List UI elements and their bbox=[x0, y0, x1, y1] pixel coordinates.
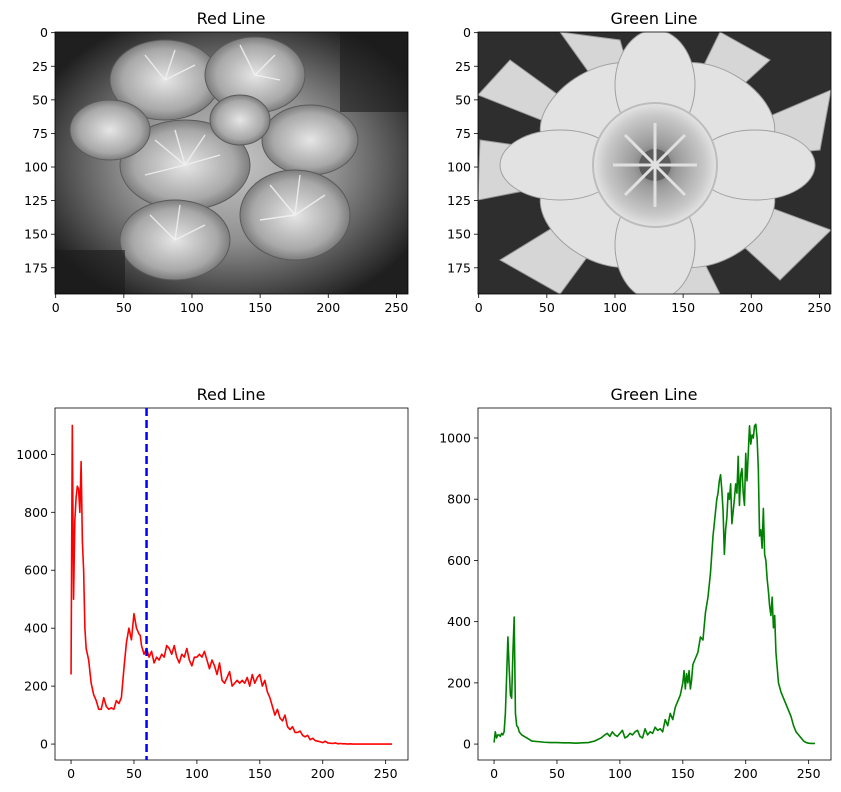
panel-4-series-line bbox=[493, 423, 815, 745]
panel-1-xtick-label: 250 bbox=[384, 300, 408, 315]
panel-3-ytick-label: 0 bbox=[40, 737, 48, 752]
panel-1-ytick-label: 150 bbox=[24, 227, 48, 242]
panel-3-series-line bbox=[70, 424, 392, 745]
panel-3-xtick-label: 100 bbox=[185, 766, 209, 781]
panel-3-xtick-label: 250 bbox=[374, 766, 398, 781]
panel-4-plot: 0 50 100 150 200 250 0 200 400 600 800 1000 bbox=[439, 423, 821, 781]
panel-3-ytick-label: 800 bbox=[24, 505, 48, 520]
panel-3-xtick-label: 200 bbox=[311, 766, 335, 781]
panel-2-ytick-label: 25 bbox=[455, 59, 471, 74]
panel-histogram-green: Green Line 0 50 100 150 200 250 0 200 400 600 800 1… bbox=[439, 385, 832, 781]
panel-2-ytick-label: 100 bbox=[447, 160, 471, 175]
panel-1-ytick-label: 175 bbox=[24, 260, 48, 275]
panel-1-axis-ticks: 0 50 100 150 200 250 0 25 50 75 100 125 150 175 bbox=[24, 25, 408, 315]
panel-3-ytick-label: 400 bbox=[24, 621, 48, 636]
panel-1-ytick-label: 100 bbox=[24, 160, 48, 175]
panel-2-ytick-label: 175 bbox=[447, 260, 471, 275]
panel-3-ytick-label: 1000 bbox=[16, 447, 48, 462]
panel-1-ytick-label: 125 bbox=[24, 193, 48, 208]
panel-2-ytick-label: 0 bbox=[463, 25, 471, 40]
panel-4-ytick-label: 800 bbox=[447, 492, 471, 507]
panel-4-ytick-label: 600 bbox=[447, 553, 471, 568]
panel-4-xtick-label: 50 bbox=[549, 766, 565, 781]
panel-4-ytick-label: 0 bbox=[463, 737, 471, 752]
panel-4-xtick-label: 200 bbox=[734, 766, 758, 781]
panel-2-ytick-label: 75 bbox=[455, 126, 471, 141]
panel-4-xtick-label: 250 bbox=[797, 766, 821, 781]
panel-3-title: Red Line bbox=[197, 385, 266, 404]
panel-image-green: Green Line 0 50 100 150 200 250 0 25 50 75 100 125 1… bbox=[447, 9, 832, 315]
panel-1-ytick-label: 25 bbox=[32, 59, 48, 74]
panel-4-title: Green Line bbox=[611, 385, 698, 404]
panel-1-xtick-label: 200 bbox=[316, 300, 340, 315]
panel-2-xtick-label: 0 bbox=[475, 300, 483, 315]
panel-2-xtick-label: 150 bbox=[671, 300, 695, 315]
panel-4-ytick-label: 1000 bbox=[439, 430, 471, 445]
panel-3-xtick-label: 0 bbox=[67, 766, 75, 781]
panel-image-red: Red Line 0 50 100 150 200 250 0 25 50 75 100 125 150… bbox=[24, 9, 409, 315]
panel-histogram-red: Red Line 0 50 100 150 200 250 0 200 400 600 800 100… bbox=[16, 385, 409, 781]
panel-3-plot: 0 50 100 150 200 250 0 200 400 600 800 1000 bbox=[16, 408, 398, 781]
panel-2-ytick-label: 50 bbox=[455, 92, 471, 107]
panel-4-xtick-label: 0 bbox=[490, 766, 498, 781]
panel-1-ytick-label: 0 bbox=[40, 25, 48, 40]
panel-4-xtick-label: 150 bbox=[671, 766, 695, 781]
panel-1-xtick-label: 100 bbox=[180, 300, 204, 315]
panel-1-xtick-label: 50 bbox=[116, 300, 132, 315]
panel-3-ytick-label: 200 bbox=[24, 679, 48, 694]
panel-2-ytick-label: 150 bbox=[447, 227, 471, 242]
panel-1-ytick-label: 50 bbox=[32, 92, 48, 107]
panel-3-xtick-label: 50 bbox=[126, 766, 142, 781]
panel-4-ytick-label: 200 bbox=[447, 675, 471, 690]
panel-2-axis-ticks: 0 50 100 150 200 250 0 25 50 75 100 125 150 175 bbox=[447, 25, 831, 315]
panel-2-xtick-label: 100 bbox=[603, 300, 627, 315]
panel-3-xtick-label: 150 bbox=[248, 766, 272, 781]
panel-1-xtick-label: 150 bbox=[248, 300, 272, 315]
panel-1-title: Red Line bbox=[197, 9, 266, 28]
panel-2-xtick-label: 250 bbox=[807, 300, 831, 315]
panel-4-ytick-label: 400 bbox=[447, 614, 471, 629]
panel-2-xtick-label: 200 bbox=[739, 300, 763, 315]
panel-1-xtick-label: 0 bbox=[52, 300, 60, 315]
water-lily-image bbox=[478, 32, 831, 294]
flower-cluster-image bbox=[55, 32, 408, 294]
panel-2-title: Green Line bbox=[611, 9, 698, 28]
panel-4-xtick-label: 100 bbox=[608, 766, 632, 781]
panel-2-ytick-label: 125 bbox=[447, 193, 471, 208]
panel-3-ytick-label: 600 bbox=[24, 563, 48, 578]
panel-1-ytick-label: 75 bbox=[32, 126, 48, 141]
panel-2-xtick-label: 50 bbox=[539, 300, 555, 315]
